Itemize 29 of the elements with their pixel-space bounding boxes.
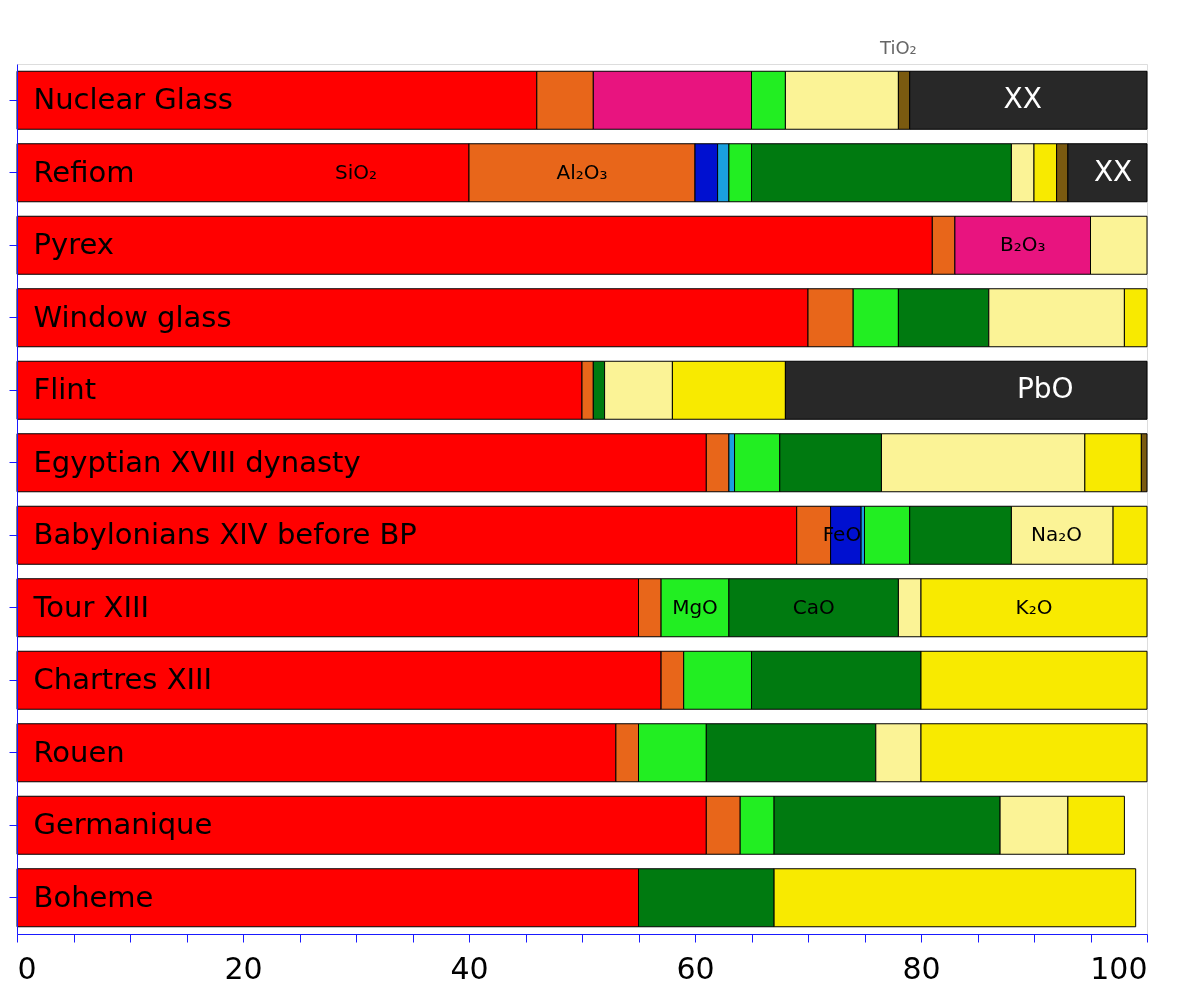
x-tick-label: 20 (224, 950, 263, 986)
annotation: SiO₂ (334, 159, 378, 184)
x-tick-label: 100 (1090, 950, 1148, 986)
y-tick-label: Egyptian XVIII dynasty (33, 444, 361, 479)
y-tick-label: Boheme (33, 879, 154, 914)
y-tick-label: Flint (33, 372, 97, 407)
y-tick-label: Chartres XIII (33, 662, 213, 697)
y-tick-label: Refiom (33, 154, 135, 189)
annotation: XX (1003, 82, 1042, 116)
x-tick-label: 40 (450, 950, 489, 986)
x-tick-label: 0 (17, 950, 37, 986)
y-tick-label: Germanique (33, 807, 213, 842)
annotation: XX (1093, 154, 1133, 188)
annotation: K₂O (1015, 594, 1053, 619)
text: TiO₂ (878, 37, 917, 58)
annotation: Al₂O₃ (556, 159, 608, 184)
y-tick-label: Rouen (33, 734, 125, 769)
y-tick-label: Babylonians XIV before BP (33, 517, 417, 552)
annotation: CaO (792, 594, 835, 619)
y-tick-label: Window glass (33, 299, 232, 334)
y-tick-label: Pyrex (33, 227, 114, 262)
annotation: Na₂O (1031, 522, 1083, 547)
x-tick-label: 80 (902, 950, 941, 986)
y-tick-label: Tour XIII (32, 589, 150, 624)
annotation: MgO (672, 594, 718, 619)
annotation: PbO (1016, 372, 1074, 406)
y-tick-label: Nuclear Glass (33, 82, 233, 117)
annotation: B₂O₃ (999, 232, 1046, 257)
x-tick-label: 60 (676, 950, 715, 986)
